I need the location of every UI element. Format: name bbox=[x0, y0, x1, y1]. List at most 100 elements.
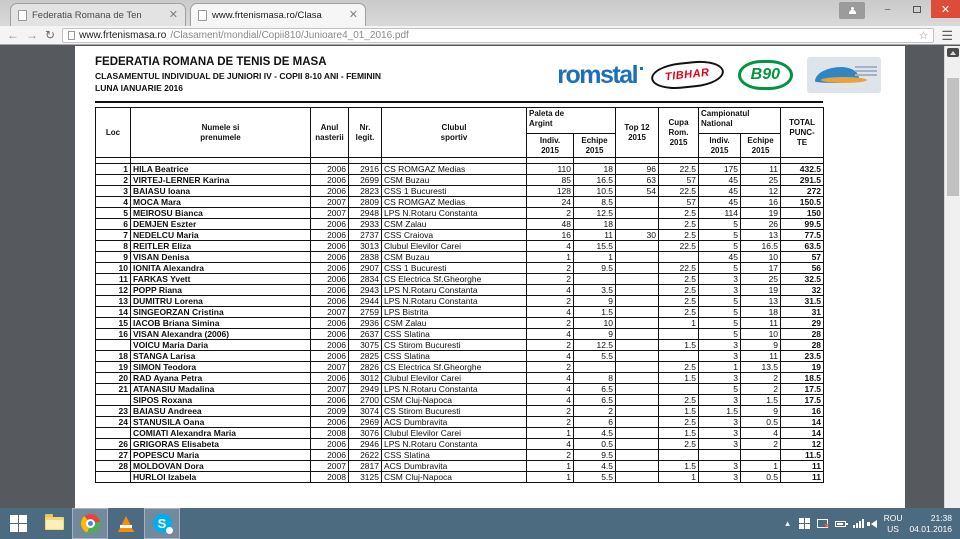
cell-paleta-echipe: 0.5 bbox=[572, 438, 617, 450]
cell-loc: 24 bbox=[95, 416, 131, 428]
cell-birth-year: 2006 bbox=[310, 284, 349, 296]
cell-club: CSM Cluj-Napoca bbox=[381, 394, 527, 406]
cell-birth-year: 2007 bbox=[310, 460, 349, 472]
cell-camp-echipe: 13 bbox=[740, 229, 782, 241]
cell-paleta-indiv: 2 bbox=[526, 449, 574, 461]
maximize-button[interactable] bbox=[902, 0, 931, 18]
cell-cupa-rom: 2.5 bbox=[658, 284, 700, 296]
back-button[interactable]: ← bbox=[7, 28, 19, 42]
tray-expand-icon[interactable]: ▲ bbox=[783, 519, 792, 528]
table-row: SIPOS Roxana 2006 2700 CSM Cluj-Napoca 4 6.5 2… bbox=[95, 394, 825, 406]
chrome-button[interactable] bbox=[72, 508, 108, 539]
cell-paleta-echipe: 15.5 bbox=[572, 240, 617, 252]
cell-birth-year: 2006 bbox=[310, 394, 349, 406]
cell-cupa-rom: 22.5 bbox=[658, 163, 700, 175]
cell-birth-year: 2006 bbox=[310, 350, 349, 362]
cell-license-no: 3075 bbox=[348, 339, 382, 351]
cell-cupa-rom: 1 bbox=[658, 317, 700, 329]
cell-total: 150 bbox=[780, 207, 825, 219]
cell-camp-indiv: 3 bbox=[698, 460, 742, 472]
cell-loc bbox=[95, 394, 131, 406]
cell-top12 bbox=[615, 460, 660, 472]
cell-total: 32.5 bbox=[780, 273, 825, 285]
cell-camp-indiv: 45 bbox=[698, 185, 742, 197]
cell-loc: 20 bbox=[95, 372, 131, 384]
tab-pdf[interactable]: www.frtenismasa.ro/Clasa ✕ bbox=[190, 3, 366, 26]
cell-paleta-indiv: 2 bbox=[526, 295, 574, 307]
cell-birth-year: 2007 bbox=[310, 207, 349, 219]
cell-top12 bbox=[615, 207, 660, 219]
start-button[interactable] bbox=[0, 508, 36, 539]
cell-camp-echipe: 25 bbox=[740, 174, 782, 186]
cell-total: 11.5 bbox=[780, 449, 825, 461]
cell-top12 bbox=[615, 306, 660, 318]
cell-club: CSS 1 Bucuresti bbox=[381, 185, 527, 197]
battery-icon[interactable] bbox=[834, 520, 848, 527]
cell-paleta-indiv: 4 bbox=[526, 372, 574, 384]
col-header-loc: Loc bbox=[95, 107, 131, 158]
cell-camp-indiv: 5 bbox=[698, 262, 742, 274]
cell-license-no: 3012 bbox=[348, 372, 382, 384]
cell-camp-echipe: 18 bbox=[740, 306, 782, 318]
menu-button[interactable]: ☰ bbox=[941, 27, 953, 43]
cell-top12 bbox=[615, 361, 660, 373]
scroll-up-icon[interactable] bbox=[946, 48, 959, 57]
cell-license-no: 3076 bbox=[348, 427, 382, 439]
cell-camp-indiv: 45 bbox=[698, 174, 742, 186]
cell-birth-year: 2007 bbox=[310, 306, 349, 318]
table-row: 8 REITLER Eliza 2006 3013 Clubul Elevilor Ca… bbox=[95, 240, 825, 252]
forward-button[interactable]: → bbox=[26, 28, 38, 42]
tab-close-icon[interactable]: ✕ bbox=[348, 9, 358, 21]
chrome-icon bbox=[80, 514, 100, 533]
url-bar[interactable]: www.frtenismasa.ro /Clasament/mondial/Co… bbox=[62, 27, 935, 43]
close-button[interactable]: ✕ bbox=[931, 0, 960, 18]
cell-cupa-rom bbox=[658, 449, 700, 461]
profile-button[interactable] bbox=[839, 2, 865, 19]
cell-paleta-echipe: 2 bbox=[572, 405, 617, 417]
cell-club: CSS Slatina bbox=[381, 350, 527, 362]
cell-birth-year: 2006 bbox=[310, 317, 349, 329]
signal-bars-icon[interactable] bbox=[852, 519, 864, 528]
cell-birth-year: 2007 bbox=[310, 383, 349, 395]
col-header-year: Anul nasterii bbox=[310, 107, 349, 158]
skype-button[interactable]: S bbox=[144, 508, 180, 539]
cell-license-no: 2943 bbox=[348, 284, 382, 296]
minimize-button[interactable]: – bbox=[884, 3, 891, 15]
table-row: 16 VISAN Alexandra (2006) 2006 2637 CSS Slat… bbox=[95, 328, 825, 340]
clock[interactable]: 21:38 04.01.2016 bbox=[909, 513, 952, 535]
tab-close-icon[interactable]: ✕ bbox=[168, 9, 178, 21]
cell-paleta-indiv: 1 bbox=[526, 471, 574, 483]
cell-top12 bbox=[615, 295, 660, 307]
cell-license-no: 2826 bbox=[348, 361, 382, 373]
cell-paleta-echipe bbox=[572, 273, 617, 285]
cell-camp-indiv: 5 bbox=[698, 218, 742, 230]
cell-license-no: 2946 bbox=[348, 438, 382, 450]
scrollbar[interactable] bbox=[944, 46, 960, 508]
table-row: 9 VISAN Denisa 2006 2838 CSM Buzau 1 1 45 10 57 bbox=[95, 251, 825, 263]
cell-camp-echipe: 2 bbox=[740, 438, 782, 450]
tray-windows-icon[interactable] bbox=[798, 518, 810, 529]
cell-camp-indiv: 5 bbox=[698, 229, 742, 241]
network-error-icon[interactable] bbox=[816, 519, 830, 530]
reload-button[interactable]: ↻ bbox=[45, 28, 56, 42]
speaker-icon[interactable] bbox=[866, 519, 877, 528]
tab-federatia[interactable]: Federatia Romana de Ten ✕ bbox=[10, 3, 186, 26]
cell-loc: 3 bbox=[95, 185, 131, 197]
vlc-button[interactable] bbox=[108, 508, 144, 539]
file-explorer-button[interactable] bbox=[36, 508, 72, 539]
bookmark-star-icon[interactable]: ☆ bbox=[918, 29, 929, 42]
cell-cupa-rom: 2.5 bbox=[658, 416, 700, 428]
cell-top12 bbox=[615, 328, 660, 340]
cell-loc: 5 bbox=[95, 207, 131, 219]
cell-camp-indiv: 3 bbox=[698, 339, 742, 351]
cell-cupa-rom bbox=[658, 328, 700, 340]
scrollbar-thumb[interactable] bbox=[947, 78, 959, 196]
cell-paleta-echipe: 5.5 bbox=[572, 350, 617, 362]
cell-paleta-indiv: 24 bbox=[526, 196, 574, 208]
cell-camp-indiv: 1.5 bbox=[698, 405, 742, 417]
cell-total: 56 bbox=[780, 262, 825, 274]
language-indicator[interactable]: ROU US bbox=[884, 513, 903, 535]
cell-total: 291.5 bbox=[780, 174, 825, 186]
col-header-paleta-indiv: Indiv. 2015 bbox=[526, 133, 574, 158]
